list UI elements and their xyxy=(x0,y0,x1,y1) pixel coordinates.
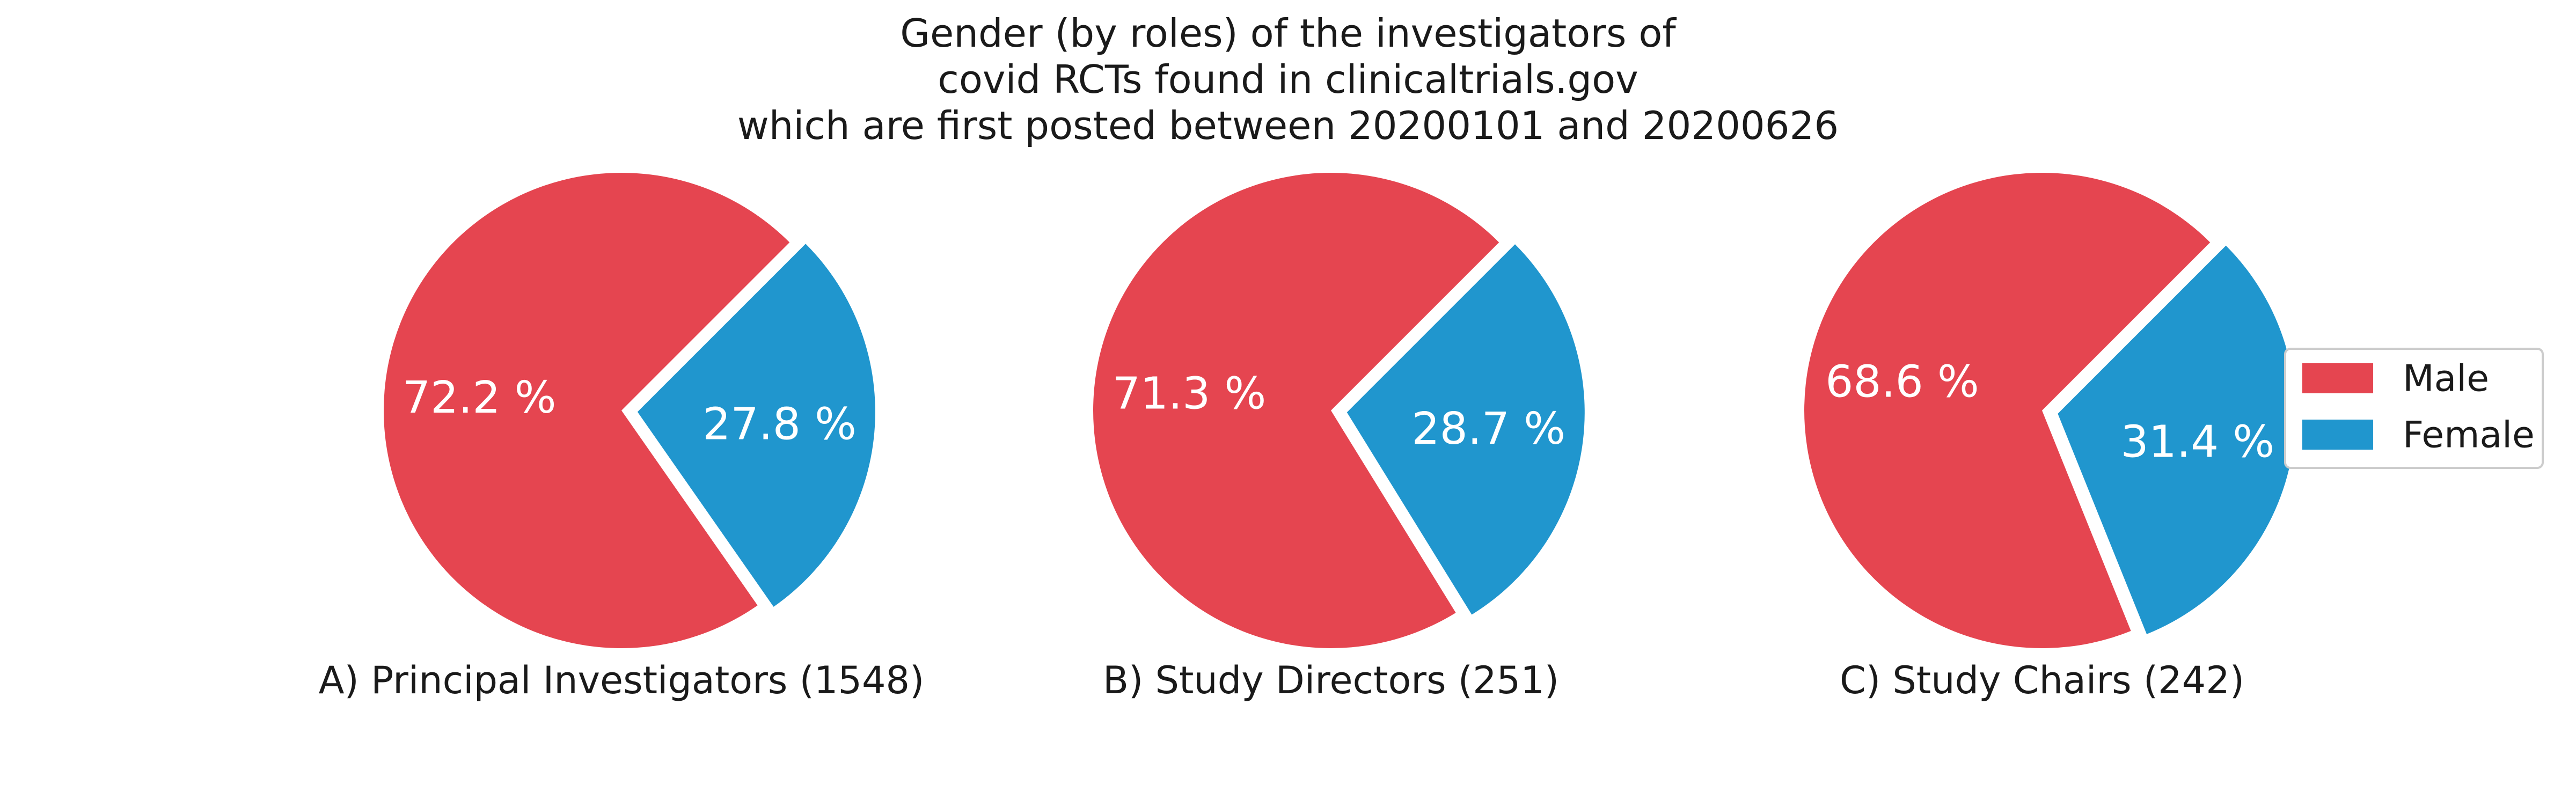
pie-slice-male xyxy=(384,173,790,648)
pie-slice-male xyxy=(1093,173,1499,649)
pie-chart: 68.6 % 31.4 % C) Study Chairs (242) xyxy=(1804,172,2296,702)
pie-chart: 71.3 % 28.7 % B) Study Directors (251) xyxy=(1093,173,1585,702)
chart-title-line: Gender (by roles) of the investigators o… xyxy=(900,11,1677,56)
pie-slice-label: 72.2 % xyxy=(402,372,557,423)
pie-caption: B) Study Directors (251) xyxy=(1103,658,1559,702)
pie-slice-label: 71.3 % xyxy=(1113,369,1267,420)
legend-swatch-male xyxy=(2302,363,2373,393)
pie-slice-label: 31.4 % xyxy=(2121,417,2275,468)
pie-slice-male xyxy=(1804,172,2211,649)
pie-slice-label: 27.8 % xyxy=(702,399,857,450)
pies-group: 72.2 % 27.8 % A) Principal Investigators (… xyxy=(319,172,2296,702)
legend-swatch-female xyxy=(2302,420,2373,450)
pie-slice-female xyxy=(637,244,875,607)
pie-slice-label: 28.7 % xyxy=(1412,404,1566,454)
chart-title-line: covid RCTs found in clinicaltrials.gov xyxy=(938,57,1638,102)
pie-slice-female xyxy=(2058,245,2296,634)
pie-chart: 72.2 % 27.8 % A) Principal Investigators (… xyxy=(319,173,925,702)
pie-caption: C) Study Chairs (242) xyxy=(1840,658,2244,702)
pie-caption: A) Principal Investigators (1548) xyxy=(319,658,925,702)
legend-label-female: Female xyxy=(2403,414,2535,457)
pie-slice-female xyxy=(1346,244,1585,615)
chart-title: Gender (by roles) of the investigators o… xyxy=(737,11,1839,148)
pie-slice-label: 68.6 % xyxy=(1825,356,1979,407)
legend-label-male: Male xyxy=(2403,358,2489,400)
chart-legend: Male Female xyxy=(2284,348,2544,469)
chart-title-line: which are first posted between 20200101 … xyxy=(737,103,1839,148)
